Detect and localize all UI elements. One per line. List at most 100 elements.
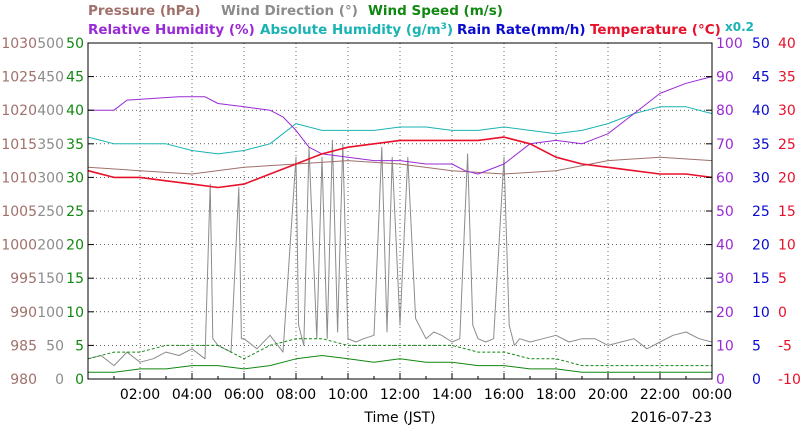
y-tick-label-temperature: 15 bbox=[778, 204, 796, 220]
y-tick-label-rain-rate: 25 bbox=[752, 204, 770, 220]
y-tick-label-pressure: 1015 bbox=[1, 137, 37, 153]
y-tick-label-wind-direction: 100 bbox=[37, 305, 64, 321]
y-tick-label-relative-humidity: 30 bbox=[716, 271, 734, 287]
y-tick-label-rain-rate: 35 bbox=[752, 137, 770, 153]
y-tick-label-pressure: 1010 bbox=[1, 170, 37, 186]
legend-rain-rate: Rain Rate(mm/h) bbox=[457, 22, 586, 38]
y-tick-label-pressure: 1030 bbox=[1, 36, 37, 52]
y-tick-label-wind-speed: 30 bbox=[66, 170, 84, 186]
series-wind-speed-m-s-dashed bbox=[87, 338, 712, 367]
y-tick-label-wind-direction: 350 bbox=[37, 137, 64, 153]
x-tick-label: 18:00 bbox=[536, 387, 576, 403]
y-tick-label-wind-direction: 200 bbox=[37, 238, 64, 254]
series-relative-humidity bbox=[88, 76, 713, 175]
y-tick-label-wind-direction: 0 bbox=[55, 372, 64, 388]
y-tick-label-rain-rate: 30 bbox=[752, 170, 770, 186]
y-tick-label-temperature: 30 bbox=[778, 103, 796, 119]
x-axis: 02:00 04:00 06:00 08:00 10:00 12:00 14:00 16:00… bbox=[113, 373, 732, 403]
y-tick-label-wind-speed: 25 bbox=[66, 204, 84, 220]
y-tick-label-wind-direction: 50 bbox=[46, 338, 64, 354]
x-tick-label: 04:00 bbox=[172, 387, 212, 403]
legend-absolute-humidity-main: Absolute Humidity (g/m bbox=[260, 22, 441, 38]
legend-absolute-humidity-close: ) bbox=[447, 22, 453, 38]
y-tick-label-temperature: -5 bbox=[778, 338, 792, 354]
y-tick-label-relative-humidity: 60 bbox=[716, 170, 734, 186]
grid bbox=[88, 43, 712, 379]
legend-relative-humidity: Relative Humidity (%) bbox=[88, 22, 255, 38]
series-temperature-c bbox=[87, 136, 713, 189]
y-tick-label-pressure: 1020 bbox=[1, 103, 37, 119]
y-tick-label-wind-direction: 150 bbox=[37, 271, 64, 287]
legend-temperature: Temperature (°C) bbox=[590, 22, 721, 38]
y-tick-label-relative-humidity: 70 bbox=[716, 137, 734, 153]
x-tick-label: 20:00 bbox=[588, 387, 628, 403]
y-tick-label-temperature: 25 bbox=[778, 137, 796, 153]
y-tick-label-relative-humidity: 50 bbox=[716, 204, 734, 220]
series-layer bbox=[87, 76, 713, 380]
y-tick-label-relative-humidity: 40 bbox=[716, 238, 734, 254]
y-tick-label-wind-speed: 40 bbox=[66, 103, 84, 119]
x-tick-label: 00:00 bbox=[692, 387, 732, 403]
legend-pressure: Pressure (hPa) bbox=[88, 3, 201, 19]
y-tick-label-rain-rate: 10 bbox=[752, 305, 770, 321]
x-tick-label: 08:00 bbox=[276, 387, 316, 403]
y-tick-label-wind-direction: 450 bbox=[37, 70, 64, 86]
legend-wind-direction: Wind Direction (°) bbox=[221, 3, 358, 19]
y-tick-label-wind-speed: 10 bbox=[66, 305, 84, 321]
y-tick-label-temperature: 35 bbox=[778, 70, 796, 86]
legend-wind-speed: Wind Speed (m/s) bbox=[368, 3, 503, 19]
left-axes: 1030102510201015101010051000995990985980… bbox=[1, 36, 94, 388]
y-tick-label-pressure: 985 bbox=[10, 338, 37, 354]
x-axis-label: Time (JST) bbox=[363, 410, 435, 426]
y-tick-label-relative-humidity: 20 bbox=[716, 305, 734, 321]
y-tick-label-wind-speed: 0 bbox=[75, 372, 84, 388]
y-tick-label-wind-direction: 250 bbox=[37, 204, 64, 220]
y-tick-label-pressure: 990 bbox=[10, 305, 37, 321]
y-tick-label-relative-humidity: 90 bbox=[716, 70, 734, 86]
legend-absolute-humidity: Absolute Humidity (g/m3) bbox=[260, 22, 453, 38]
y-tick-label-temperature: 0 bbox=[778, 305, 787, 321]
y-tick-label-rain-rate: 5 bbox=[752, 338, 761, 354]
y-tick-label-rain-rate: 45 bbox=[752, 70, 770, 86]
y-tick-label-rain-rate: 0 bbox=[752, 372, 761, 388]
date-label: 2016-07-23 bbox=[631, 410, 712, 426]
x-tick-label: 16:00 bbox=[484, 387, 524, 403]
y-tick-label-pressure: 1005 bbox=[1, 204, 37, 220]
x-tick-label: 14:00 bbox=[432, 387, 472, 403]
y-tick-label-wind-direction: 400 bbox=[37, 103, 64, 119]
y-tick-label-rain-rate: 20 bbox=[752, 238, 770, 254]
y-tick-label-temperature: 20 bbox=[778, 170, 796, 186]
y-tick-label-wind-speed: 50 bbox=[66, 36, 84, 52]
legend-absolute-humidity-sup: 3 bbox=[441, 22, 447, 32]
y-tick-label-wind-direction: 500 bbox=[37, 36, 64, 52]
y-tick-label-wind-speed: 20 bbox=[66, 238, 84, 254]
x-tick-label: 12:00 bbox=[380, 387, 420, 403]
y-tick-label-temperature: 10 bbox=[778, 238, 796, 254]
series-absolute-humidity-g-m3 bbox=[87, 106, 713, 155]
y-tick-label-relative-humidity: 80 bbox=[716, 103, 734, 119]
y-tick-label-temperature: 5 bbox=[778, 271, 787, 287]
y-tick-label-rain-rate: 40 bbox=[752, 103, 770, 119]
y-tick-label-wind-speed: 5 bbox=[75, 338, 84, 354]
y-tick-label-relative-humidity: 10 bbox=[716, 338, 734, 354]
scale-note: x0.2 bbox=[725, 20, 754, 34]
x-tick-label: 02:00 bbox=[120, 387, 160, 403]
y-tick-label-rain-rate: 15 bbox=[752, 271, 770, 287]
series-wind-direction bbox=[87, 139, 713, 367]
y-tick-label-relative-humidity: 0 bbox=[716, 372, 725, 388]
y-tick-label-relative-humidity: 100 bbox=[716, 36, 743, 52]
x-tick-label: 06:00 bbox=[224, 387, 264, 403]
y-tick-label-rain-rate: 50 bbox=[752, 36, 770, 52]
series-pressure-hpa bbox=[87, 156, 713, 175]
y-tick-label-wind-direction: 300 bbox=[37, 170, 64, 186]
y-tick-label-pressure: 995 bbox=[10, 271, 37, 287]
y-tick-label-temperature: 40 bbox=[778, 36, 796, 52]
series-wind-speed-m-s-solid bbox=[88, 355, 712, 373]
y-tick-label-wind-speed: 45 bbox=[66, 70, 84, 86]
x-tick-label: 22:00 bbox=[640, 387, 680, 403]
y-tick-label-temperature: -10 bbox=[778, 372, 800, 388]
y-tick-label-pressure: 980 bbox=[10, 372, 37, 388]
x-tick-label: 10:00 bbox=[328, 387, 368, 403]
right-axes: 1009080706050403020100504540353025201510… bbox=[706, 36, 800, 388]
